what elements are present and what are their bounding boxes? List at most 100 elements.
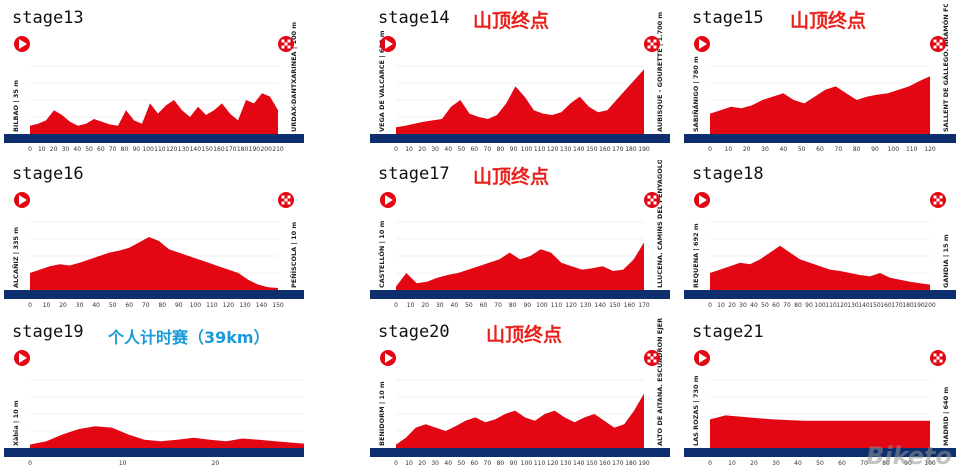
stage-panel-18: 0 10 20 30 40 50 60 70 80 90 100 110 120 130 140 150 160… — [684, 160, 960, 308]
km-tick-label: 100 — [536, 302, 548, 308]
km-tick-label: 160 — [599, 146, 611, 152]
km-tick-label: 70 — [484, 146, 492, 152]
finish-flag-square — [939, 42, 943, 46]
time-trial-note: 个人计时赛（39km） — [108, 328, 270, 347]
finish-flag-square — [647, 356, 651, 360]
km-tick-label: 90 — [805, 302, 813, 308]
finish-flag-square — [284, 45, 288, 49]
summit-finish-note: 山顶终点 — [486, 324, 563, 346]
km-tick-label: 10 — [405, 146, 413, 152]
finish-flag-square — [653, 45, 657, 49]
km-tick-label: 110 — [534, 146, 546, 152]
elevation-profile — [396, 393, 644, 448]
km-tick-label: 80 — [121, 146, 129, 152]
finish-label: GANDIA | 15 m — [942, 234, 951, 288]
km-tick-label: 190 — [638, 146, 650, 152]
km-banner — [684, 290, 956, 299]
finish-flag-square — [647, 45, 651, 49]
km-tick-label: 150 — [869, 302, 881, 308]
km-tick-label: 150 — [201, 146, 213, 152]
km-tick-label: 10 — [728, 460, 736, 466]
elevation-profile — [30, 93, 278, 134]
km-banner — [4, 448, 304, 457]
km-banner — [684, 134, 956, 143]
finish-flag-square — [650, 353, 654, 357]
finish-flag-square — [284, 39, 288, 43]
km-tick-label: 180 — [902, 302, 914, 308]
km-tick-label: 0 — [708, 302, 712, 308]
km-tick-label: 140 — [190, 146, 202, 152]
finish-flag-square — [287, 45, 291, 49]
km-tick-label: 190 — [913, 302, 925, 308]
km-tick-label: 70 — [494, 302, 502, 308]
km-tick-label: 80 — [497, 460, 505, 466]
stage-title: stage14 — [378, 8, 450, 28]
stage-title: stage19 — [12, 322, 84, 342]
km-tick-label: 20 — [212, 460, 220, 466]
km-tick-label: 20 — [728, 302, 736, 308]
stage-panel-14: 0 10 20 30 40 50 60 70 80 90 100 110 120 130 140 150 160… — [370, 4, 670, 152]
km-tick-label: 80 — [882, 460, 890, 466]
km-tick-label: 110 — [906, 146, 918, 152]
km-tick-label: 150 — [609, 302, 621, 308]
km-tick-label: 60 — [816, 146, 824, 152]
km-tick-label: 30 — [431, 146, 439, 152]
km-tick-label: 80 — [794, 302, 802, 308]
km-tick-label: 20 — [743, 146, 751, 152]
finish-flag-square — [936, 356, 940, 360]
finish-flag-square — [936, 353, 940, 357]
km-tick-label: 130 — [560, 460, 572, 466]
finish-flag-square — [936, 45, 940, 49]
finish-flag-square — [287, 42, 291, 46]
finish-label: AUBISQUE - GOURETTE | 1.700 m — [656, 12, 665, 132]
finish-flag-square — [650, 39, 654, 43]
finish-flag-square — [653, 359, 657, 363]
km-tick-label: 50 — [798, 146, 806, 152]
elevation-profile — [710, 415, 930, 448]
finish-flag-square — [647, 201, 651, 205]
finish-flag-square — [647, 42, 651, 46]
km-tick-label: 80 — [509, 302, 517, 308]
finish-label: ALTO DE AITANA. ESCUADRON EJERCITO DEL A… — [656, 318, 665, 446]
km-tick-label: 170 — [612, 146, 624, 152]
km-banner — [684, 448, 956, 457]
km-tick-label: 130 — [560, 146, 572, 152]
km-tick-label: 90 — [510, 460, 518, 466]
stage-title: stage16 — [12, 164, 84, 184]
finish-flag-square — [281, 45, 285, 49]
km-tick-label: 170 — [638, 302, 650, 308]
start-arrow-glyph — [385, 353, 393, 363]
km-tick-label: 70 — [783, 302, 791, 308]
start-arrow-glyph — [385, 39, 393, 49]
finish-flag-square — [936, 39, 940, 43]
finish-flag-square — [281, 42, 285, 46]
km-tick-label: 0 — [394, 146, 398, 152]
finish-flag-square — [650, 195, 654, 199]
km-tick-label: 200 — [924, 302, 936, 308]
km-banner — [370, 448, 670, 457]
start-arrow-glyph — [19, 353, 27, 363]
finish-flag-square — [284, 42, 288, 46]
km-tick-label: 130 — [847, 302, 859, 308]
km-tick-label: 100 — [814, 302, 826, 308]
km-tick-label: 60 — [470, 460, 478, 466]
start-label: Xàbia | 10 m — [12, 400, 21, 446]
km-tick-label: 130 — [580, 302, 592, 308]
stage-title: stage18 — [692, 164, 764, 184]
km-tick-label: 160 — [880, 302, 892, 308]
km-tick-label: 70 — [109, 146, 117, 152]
elevation-profile — [396, 69, 644, 134]
km-tick-label: 160 — [213, 146, 225, 152]
km-tick-label: 40 — [794, 460, 802, 466]
km-tick-label: 30 — [62, 146, 70, 152]
start-arrow-glyph — [699, 195, 707, 205]
km-tick-label: 130 — [178, 146, 190, 152]
km-tick-label: 110 — [154, 146, 166, 152]
km-tick-label: 170 — [225, 146, 237, 152]
summit-finish-note: 山顶终点 — [790, 10, 867, 32]
finish-flag-square — [939, 201, 943, 205]
km-tick-label: 40 — [780, 146, 788, 152]
finish-flag-square — [650, 201, 654, 205]
stage-panel-17: 0 10 20 30 40 50 60 70 80 90 100 110 120 130 140 150 160… — [370, 160, 670, 308]
elevation-chart: 0 10 20 30 40 50 60 70 80 90 100 110 120 SABIÑÁNIGO |… — [684, 4, 956, 152]
